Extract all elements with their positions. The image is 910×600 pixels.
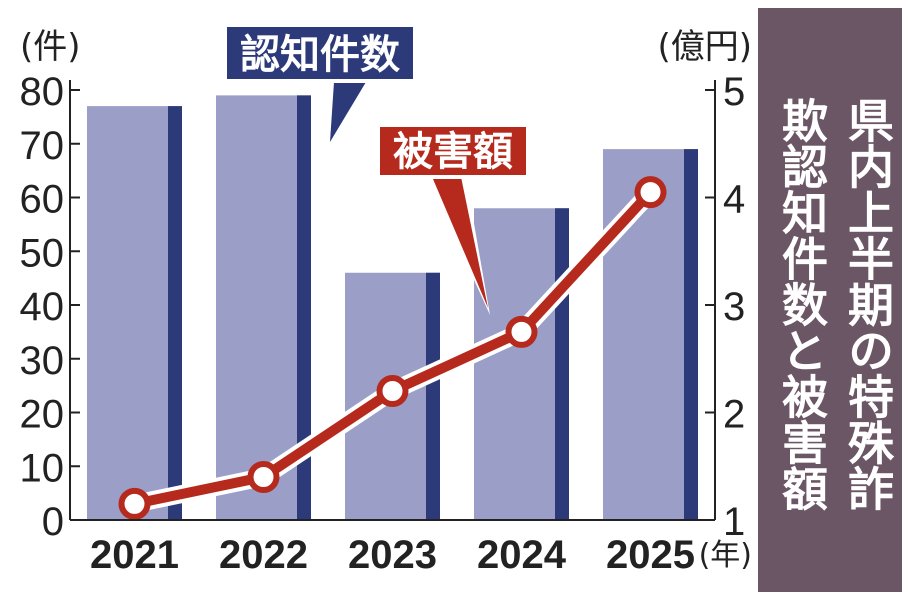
callout-box <box>223 23 417 83</box>
bar-2023 <box>345 272 440 520</box>
bar-edge <box>684 149 698 520</box>
callout-pointer <box>430 172 488 308</box>
right-tick-label: 2 <box>723 393 745 437</box>
bar-2025 <box>603 149 698 520</box>
left-tick-label: 0 <box>42 500 64 544</box>
title-line-2: 欺認知件数と被害額 <box>775 97 829 511</box>
left-tick-label: 10 <box>20 446 65 490</box>
bar-face <box>474 208 569 520</box>
line-point-2025 <box>634 176 667 209</box>
right-tick-label: 4 <box>723 178 745 222</box>
left-axis-unit: (件) <box>20 27 81 67</box>
bar-series-cases <box>87 95 698 520</box>
callout-box <box>376 123 530 179</box>
bar-2024 <box>474 208 569 520</box>
line-point-2022 <box>247 461 280 493</box>
x-tick-label: 2024 <box>477 533 567 577</box>
bar-2022 <box>216 95 311 520</box>
left-tick-label: 40 <box>20 285 65 329</box>
callout-label: 認知件数 <box>240 32 400 78</box>
line-point-2023 <box>376 375 409 407</box>
callout-pointer <box>330 82 366 142</box>
x-tick-label: 2023 <box>348 533 437 577</box>
callout-cases: 認知件数 <box>223 23 417 161</box>
right-tick-label: 1 <box>723 500 745 544</box>
title-line-1: 県内上半期の特殊詐 <box>841 97 895 511</box>
bar-2021 <box>87 106 182 520</box>
right-tick-label: 3 <box>723 285 745 329</box>
left-tick-label: 20 <box>20 393 65 437</box>
left-tick-label: 50 <box>20 231 65 275</box>
line-point-2024 <box>505 315 538 348</box>
bar-face <box>603 149 698 520</box>
x-tick-label: 2025 <box>606 533 695 577</box>
bar-edge <box>555 208 569 520</box>
callout-label: 被害額 <box>393 129 513 175</box>
callout-damage: 被害額 <box>376 123 530 315</box>
x-tick-label: 2021 <box>90 533 179 577</box>
x-tick-label: 2022 <box>219 533 308 577</box>
bar-edge <box>297 95 311 520</box>
left-tick-label: 30 <box>20 339 65 383</box>
right-axis-unit: (億円) <box>657 27 752 67</box>
left-tick-label: 80 <box>20 70 65 114</box>
left-tick-label: 70 <box>20 124 65 168</box>
side-title-panel: 県内上半期の特殊詐 欺認知件数と被害額 <box>758 8 902 592</box>
right-tick-label: 5 <box>723 70 745 114</box>
axes: 0 10 20 30 40 50 60 70 80 1 2 3 4 5 2021 2022 2023 2024 20… <box>20 27 753 577</box>
x-axis-unit: (年) <box>699 538 752 573</box>
bar-face <box>87 106 182 520</box>
callout-pointer-outline <box>425 172 490 315</box>
left-tick-label: 60 <box>20 178 65 222</box>
bar-edge <box>426 272 440 520</box>
bar-edge <box>168 106 182 520</box>
line-point-2021 <box>118 487 151 520</box>
line-series-damage <box>118 176 667 520</box>
